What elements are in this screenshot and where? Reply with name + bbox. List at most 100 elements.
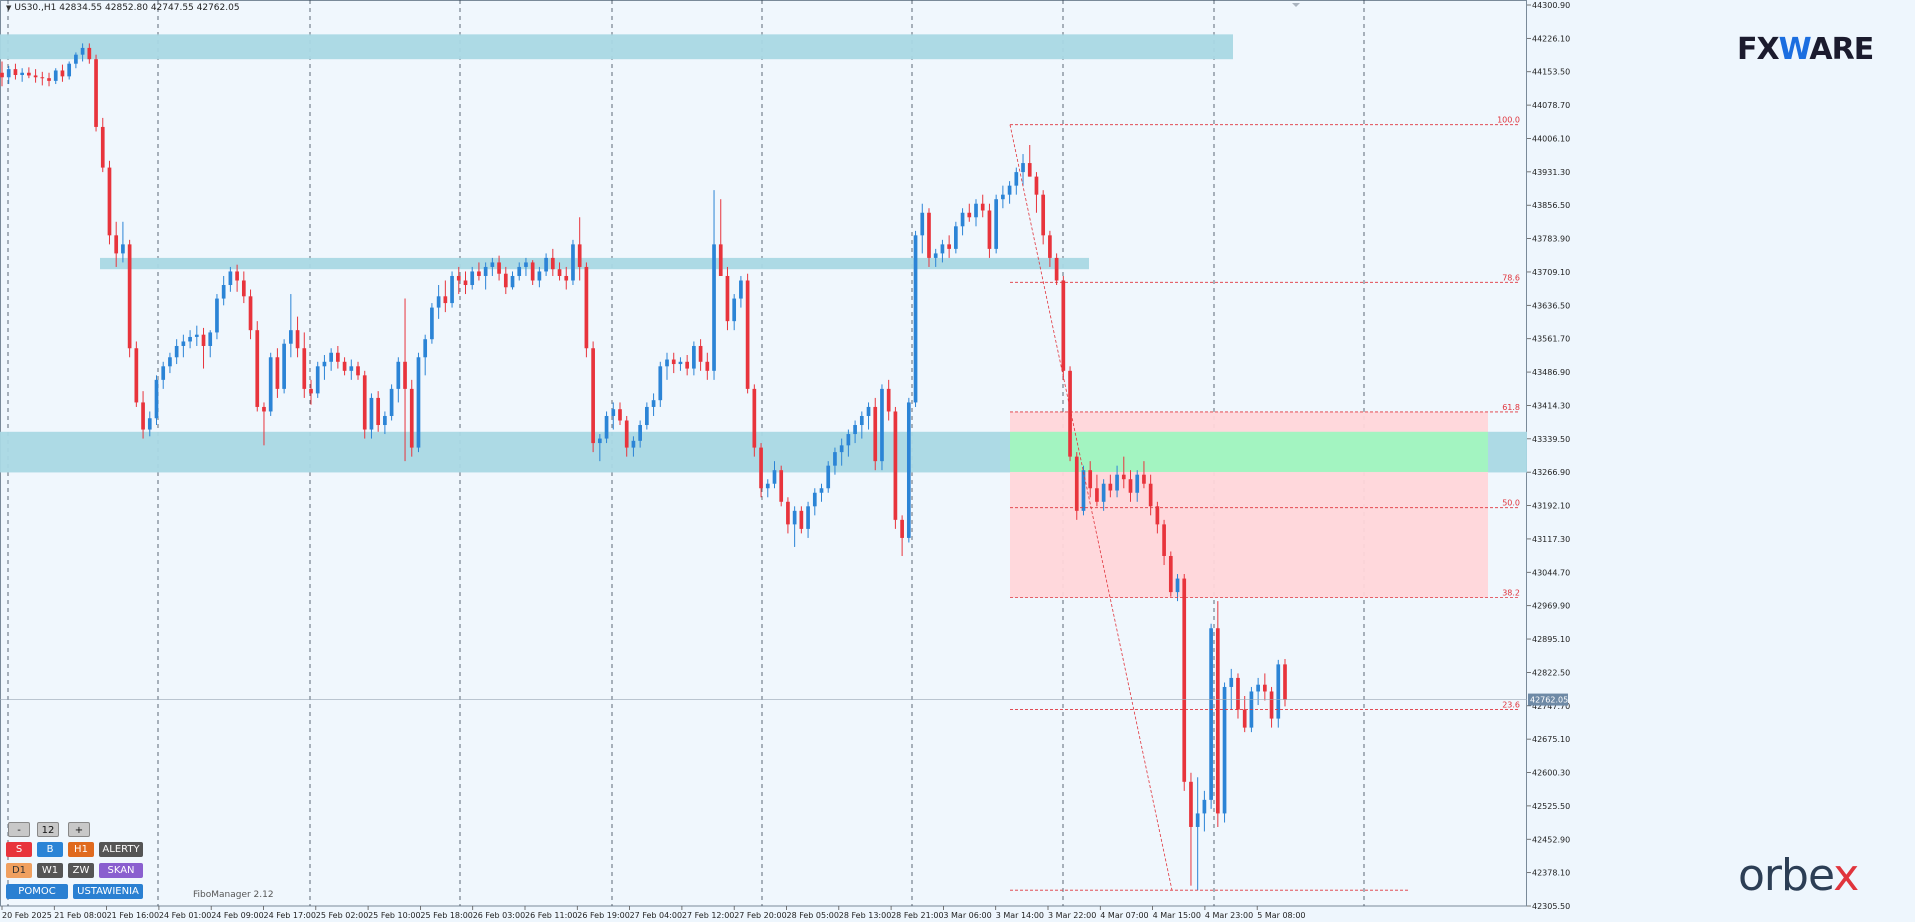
orbex-logo: orbex xyxy=(1738,850,1859,901)
candle-body xyxy=(893,411,898,520)
candle-body xyxy=(342,361,347,371)
candle-body xyxy=(658,366,663,401)
candle-body xyxy=(524,262,528,267)
candle-body xyxy=(60,70,65,77)
candle-body xyxy=(927,212,931,258)
decrease-button[interactable]: - xyxy=(8,822,30,837)
candle-body xyxy=(503,273,508,288)
candle-body xyxy=(255,330,260,407)
y-tick-label: 43636.50 xyxy=(1532,301,1570,310)
y-tick-label: 42305.50 xyxy=(1532,902,1570,911)
candle-body xyxy=(1101,483,1106,502)
candle-body xyxy=(201,334,206,346)
candle-body xyxy=(1128,479,1133,493)
candle-body xyxy=(839,445,844,453)
candle-body xyxy=(1276,664,1281,719)
candle-body xyxy=(1115,474,1119,491)
candle-body xyxy=(678,361,683,365)
x-tick-label: 3 Mar 22:00 xyxy=(1048,911,1096,920)
h1-button[interactable]: H1 xyxy=(68,842,94,857)
candle-body xyxy=(188,336,192,342)
candle-body xyxy=(497,262,501,274)
candle-body xyxy=(759,447,763,489)
candle-body xyxy=(74,54,78,64)
candle-body xyxy=(692,345,696,369)
x-tick-label: 25 Feb 10:00 xyxy=(368,911,420,920)
candle-body xyxy=(1189,781,1193,827)
candle-body xyxy=(812,492,817,507)
scan-button[interactable]: SKAN xyxy=(99,863,143,878)
x-tick-label: 21 Feb 08:00 xyxy=(54,911,106,920)
candle-body xyxy=(268,357,273,412)
candle-body xyxy=(100,126,105,168)
y-tick-label: 43931.30 xyxy=(1532,168,1570,177)
d1-button[interactable]: D1 xyxy=(6,863,32,878)
candle-body xyxy=(947,244,951,249)
candle-body xyxy=(456,275,461,281)
y-tick-label: 43856.50 xyxy=(1532,201,1570,210)
count-field[interactable]: 12 xyxy=(37,822,59,837)
candle-body xyxy=(1148,483,1153,507)
candle-body xyxy=(389,388,394,416)
candle-body xyxy=(967,212,972,218)
x-tick-label: 24 Feb 09:00 xyxy=(211,911,263,920)
candle-body xyxy=(40,77,45,79)
candle-body xyxy=(765,483,770,489)
candle-body xyxy=(409,388,414,448)
candle-body xyxy=(436,296,441,308)
candle-body xyxy=(671,359,676,365)
fibo-level-label: 61.8 xyxy=(1502,403,1520,412)
candle-body xyxy=(127,244,132,349)
candle-body xyxy=(423,339,428,358)
current-price-label: 42762.05 xyxy=(1530,696,1568,705)
current-price-tag xyxy=(1528,693,1568,706)
candle-body xyxy=(819,488,824,493)
increase-button[interactable]: + xyxy=(68,822,90,837)
zw-button[interactable]: ZW xyxy=(68,863,94,878)
candle-body xyxy=(161,366,166,380)
w1-button[interactable]: W1 xyxy=(37,863,63,878)
candle-body xyxy=(302,348,307,389)
candle-body xyxy=(920,212,925,236)
help-button[interactable]: POMOC xyxy=(6,884,68,899)
x-tick-label: 4 Mar 07:00 xyxy=(1100,911,1148,920)
candle-body xyxy=(1182,578,1187,782)
x-tick-label: 27 Feb 04:00 xyxy=(630,911,682,920)
alerts-button[interactable]: ALERTY xyxy=(99,842,143,857)
candle-body xyxy=(853,425,857,435)
support-zone xyxy=(0,34,1233,60)
candle-body xyxy=(739,280,743,299)
candle-body xyxy=(463,280,468,286)
candle-body xyxy=(194,334,199,337)
candle-body xyxy=(228,271,233,286)
x-tick-label: 26 Feb 19:00 xyxy=(577,911,629,920)
settings-button[interactable]: USTAWIENIA xyxy=(73,884,143,899)
buy-button[interactable]: B xyxy=(37,842,63,857)
candle-body xyxy=(490,262,495,267)
sell-button[interactable]: S xyxy=(6,842,32,857)
candle-body xyxy=(430,307,434,340)
y-tick-label: 44300.90 xyxy=(1532,1,1570,10)
candle-body xyxy=(1229,677,1234,687)
candle-body xyxy=(960,212,965,227)
candle-body xyxy=(80,47,85,55)
candle-body xyxy=(550,257,555,270)
candle-body xyxy=(6,69,11,78)
candle-body xyxy=(833,452,837,466)
collapse-triangle-icon[interactable]: ▼ xyxy=(6,4,12,12)
x-tick-label: 24 Feb 17:00 xyxy=(264,911,316,920)
candle-body xyxy=(866,406,871,416)
y-tick-label: 44006.10 xyxy=(1532,134,1570,143)
candle-body xyxy=(645,406,649,426)
fibo-trend-line xyxy=(1009,124,1173,891)
candle-body xyxy=(1155,506,1160,525)
candle-body xyxy=(0,72,4,78)
candle-body xyxy=(154,379,159,419)
candle-body xyxy=(1256,684,1260,692)
candle-body xyxy=(571,244,575,281)
y-tick-label: 42747.70 xyxy=(1532,702,1570,711)
candle-body xyxy=(33,75,38,78)
candle-body xyxy=(20,72,24,76)
